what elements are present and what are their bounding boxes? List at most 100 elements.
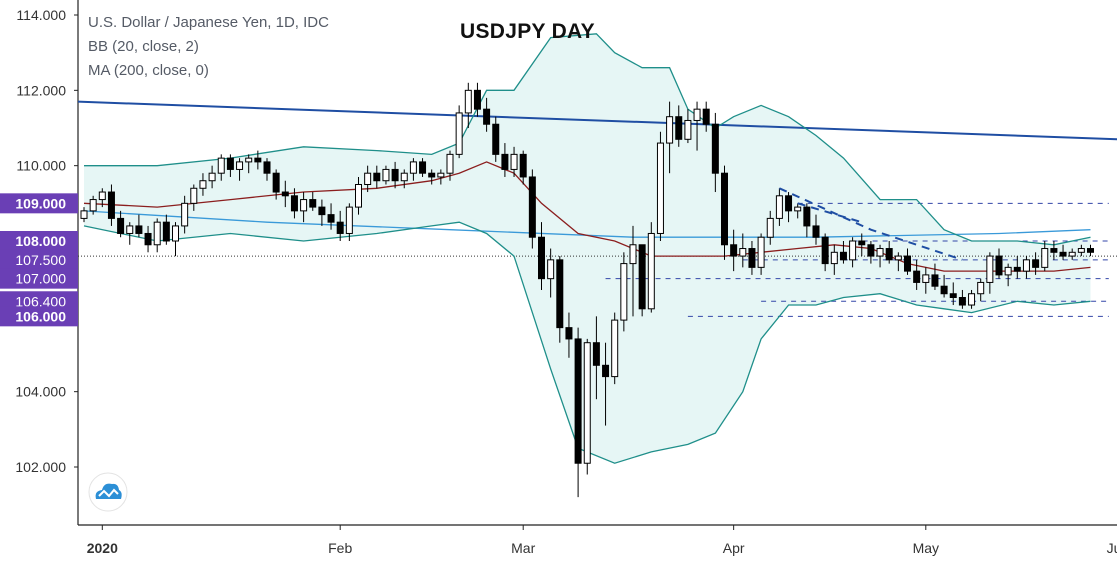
candle-up — [208, 172, 216, 182]
candle-up — [153, 221, 161, 246]
candle-down — [528, 176, 536, 238]
candle-down — [748, 248, 756, 268]
candle-down — [803, 206, 811, 227]
candle-down — [821, 236, 829, 265]
candle-up — [245, 157, 253, 163]
dashed-trend-segment — [797, 202, 863, 224]
candle-down — [858, 240, 866, 246]
candle-down — [373, 172, 381, 182]
candle-down — [162, 221, 170, 242]
price-label-tag — [0, 193, 78, 214]
candle-up — [172, 225, 179, 242]
price-label-tag — [0, 291, 78, 312]
candle-up — [190, 187, 198, 204]
candle-up — [1077, 248, 1085, 253]
x-tick-label: Apr — [723, 540, 745, 556]
bollinger-lower-band — [83, 221, 1091, 464]
candle-down — [1013, 266, 1021, 272]
candle-down — [492, 123, 500, 155]
y-tick-label: 110.000 — [16, 158, 66, 174]
candle-down — [995, 255, 1003, 276]
candle-up — [977, 281, 985, 295]
candle-down — [785, 195, 793, 212]
candle-down — [1050, 248, 1058, 253]
bollinger-upper-band — [84, 33, 1091, 246]
candle-up — [364, 172, 372, 185]
price-label-text: 106.400 — [15, 293, 66, 309]
candle-up — [355, 184, 362, 208]
candle-up — [455, 112, 463, 155]
candle-down — [958, 297, 966, 306]
candle-down — [940, 285, 948, 295]
price-label-tag — [0, 231, 78, 251]
candle-up — [986, 255, 994, 283]
candle-down — [931, 274, 939, 287]
y-tick-label: 104.000 — [15, 384, 66, 400]
candle-up — [1041, 248, 1049, 268]
candle-up — [922, 274, 930, 283]
candle-down — [839, 251, 847, 261]
candle-down — [904, 255, 911, 272]
candle-down — [812, 225, 820, 238]
candle-up — [693, 108, 701, 121]
candle-down — [675, 116, 683, 140]
candle-up — [656, 142, 664, 234]
candle-up — [80, 210, 88, 219]
candle-down — [336, 221, 344, 234]
candle-up — [620, 263, 628, 321]
candle-up — [876, 248, 884, 257]
candle-up — [629, 244, 637, 265]
candle-down — [428, 172, 436, 178]
x-tick-label: Feb — [328, 540, 352, 556]
candle-down — [501, 153, 509, 170]
candle-down — [519, 153, 527, 178]
candle-down — [483, 108, 491, 125]
candle-down — [913, 270, 921, 283]
candle-up — [794, 206, 802, 212]
candle-down — [721, 172, 728, 246]
trend-line — [77, 100, 1117, 141]
y-tick-label: 102.000 — [15, 459, 66, 475]
candle-down — [538, 236, 545, 280]
candle-up — [684, 119, 692, 140]
candle-up — [968, 293, 976, 306]
candle-up — [739, 248, 747, 257]
candle-up — [894, 255, 902, 261]
candle-down — [949, 293, 957, 299]
candle-down — [711, 123, 719, 174]
candle-down — [419, 161, 427, 174]
candle-down — [391, 168, 399, 182]
candle-down — [263, 161, 271, 174]
candle-down — [730, 244, 738, 257]
chart-title: USDJPY DAY — [460, 20, 595, 43]
candle-up — [510, 153, 518, 170]
candle-up — [89, 199, 97, 212]
legend-symbol: U.S. Dollar / Japanese Yen, 1D, IDC — [88, 14, 329, 31]
bollinger-band-fill — [84, 33, 1091, 464]
price-label-text: 109.000 — [15, 195, 66, 211]
candle-up — [1022, 259, 1030, 272]
candle-up — [437, 172, 445, 178]
candle-up — [666, 116, 674, 144]
x-tick-label: Jun — [1107, 540, 1117, 556]
y-tick-label: 114.000 — [16, 7, 66, 23]
legend-moving-average: MA (200, close, 0) — [88, 62, 209, 79]
candle-up — [217, 157, 225, 174]
candle-down — [602, 364, 610, 378]
candle-down — [107, 191, 115, 219]
candle-up — [409, 161, 417, 174]
candle-down — [144, 232, 152, 246]
candle-up — [400, 172, 408, 182]
candle-up — [98, 191, 106, 201]
price-label-text: 107.500 — [15, 252, 66, 268]
price-label-tag — [0, 268, 78, 289]
candle-down — [226, 157, 234, 170]
candle-up — [849, 240, 857, 261]
candle-up — [583, 342, 591, 464]
candle-down — [309, 199, 317, 208]
candle-up — [300, 199, 308, 212]
candle-down — [638, 244, 646, 310]
candle-up — [199, 180, 207, 189]
candle-up — [775, 195, 783, 219]
